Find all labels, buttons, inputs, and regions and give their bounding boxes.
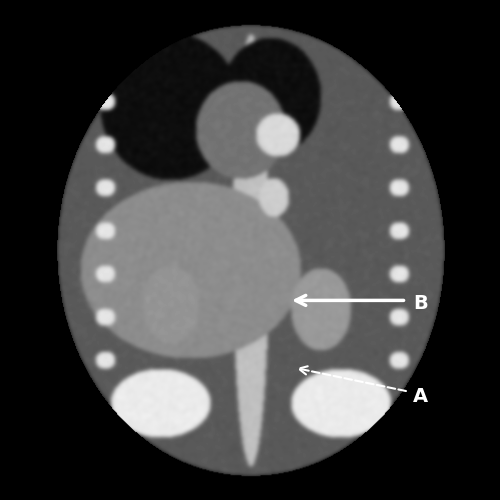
- Text: B: B: [414, 294, 428, 314]
- Text: A: A: [414, 387, 428, 406]
